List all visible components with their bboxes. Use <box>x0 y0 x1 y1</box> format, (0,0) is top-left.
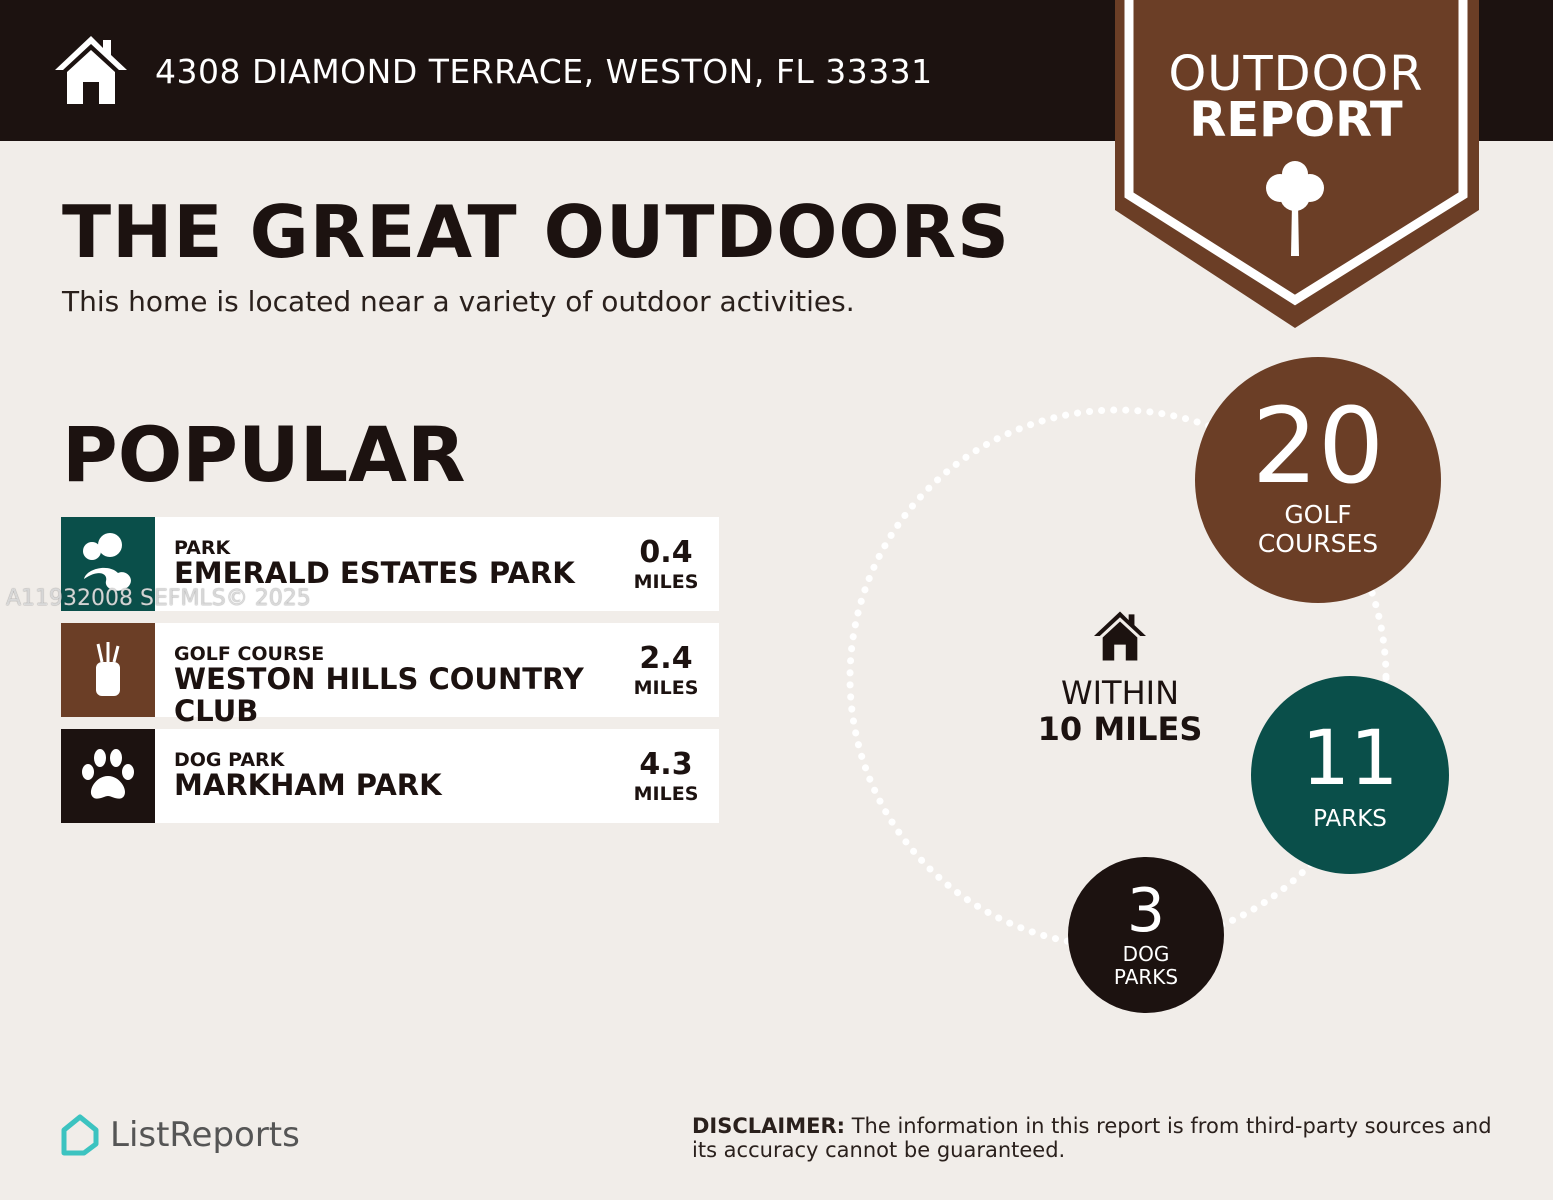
item-distance-unit: MILES <box>633 677 699 699</box>
home-icon <box>1094 611 1146 661</box>
item-category: GOLF COURSE <box>174 643 325 665</box>
home-icon <box>55 36 127 104</box>
logo-text: ListReports <box>110 1115 300 1155</box>
item-distance: 0.4 <box>639 535 693 570</box>
paw-icon <box>61 729 155 823</box>
item-name: MARKHAM PARK <box>174 768 442 802</box>
property-address: 4308 DIAMOND TERRACE, WESTON, FL 33331 <box>155 52 933 91</box>
parks-count: 11 <box>1301 713 1399 802</box>
golf-courses-count-circle: 20 GOLF COURSES <box>1195 357 1441 603</box>
parks-label: PARKS <box>1313 806 1387 832</box>
within-radius-label: WITHIN 10 MILES <box>1030 675 1210 747</box>
badge-title-line1: OUTDOOR <box>1168 46 1424 102</box>
list-item-park: PARK EMERALD ESTATES PARK 0.4 MILES <box>61 517 719 611</box>
park-icon <box>61 517 155 611</box>
disclaimer: DISCLAIMER: The information in this repo… <box>692 1114 1512 1162</box>
tree-icon <box>1266 161 1324 256</box>
dog-parks-count: 3 <box>1126 876 1166 946</box>
item-distance: 4.3 <box>639 747 693 782</box>
badge-title-line2: REPORT <box>1189 92 1403 148</box>
disclaimer-text: The information in this report is from t… <box>692 1114 1492 1162</box>
item-category: DOG PARK <box>174 749 285 771</box>
item-distance-unit: MILES <box>633 571 699 593</box>
dog-label-2: PARKS <box>1113 965 1179 989</box>
dog-label-1: DOG <box>1122 942 1170 966</box>
golf-count: 20 <box>1251 385 1385 507</box>
mls-watermark: A11932008 SEFMLS© 2025 <box>6 586 311 611</box>
listreports-logo[interactable]: ListReports <box>60 1114 300 1156</box>
page-subtitle: This home is located near a variety of o… <box>62 285 855 318</box>
golf-label-1: GOLF <box>1284 500 1352 529</box>
radius-value: 10 MILES <box>1037 710 1203 748</box>
disclaimer-label: DISCLAIMER: <box>692 1114 846 1138</box>
list-item-golf-course: GOLF COURSE WESTON HILLS COUNTRY CLUB 2.… <box>61 623 719 727</box>
item-category: PARK <box>174 537 231 559</box>
dog-parks-count-circle: 3 DOG PARKS <box>1068 857 1224 1013</box>
parks-count-circle: 11 PARKS <box>1251 676 1449 874</box>
list-item-dog-park: DOG PARK MARKHAM PARK 4.3 MILES <box>61 729 719 823</box>
golf-bag-icon <box>61 623 155 717</box>
item-distance: 2.4 <box>639 641 693 676</box>
item-name: EMERALD ESTATES PARK <box>174 556 575 590</box>
page-title: THE GREAT OUTDOORS <box>62 190 1010 274</box>
within-label: WITHIN <box>1060 674 1180 712</box>
listreports-logo-icon <box>61 1114 99 1156</box>
item-name: WESTON HILLS COUNTRY CLUB <box>174 662 584 728</box>
item-distance-unit: MILES <box>633 783 699 805</box>
golf-label-2: COURSES <box>1257 528 1379 558</box>
popular-heading: POPULAR <box>62 410 466 499</box>
